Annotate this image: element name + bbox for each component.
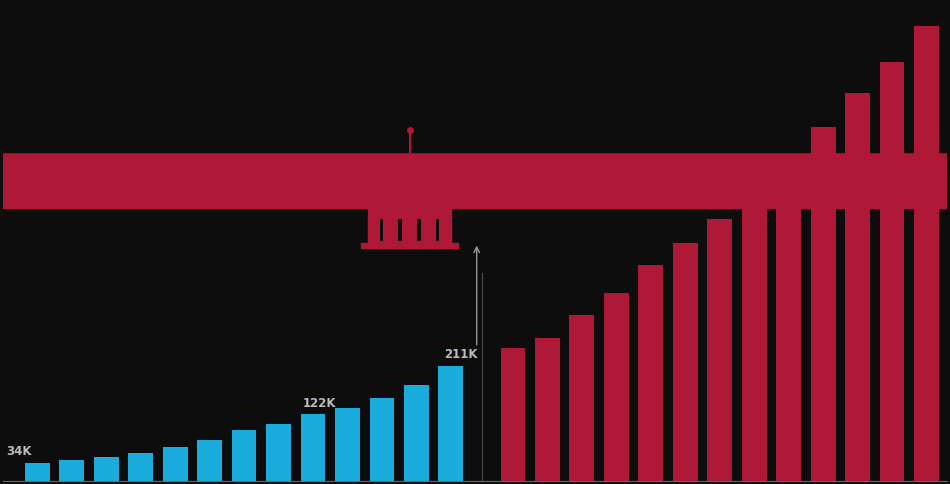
Bar: [439, 366, 464, 481]
Bar: [914, 26, 939, 481]
Text: 122K: 122K: [303, 397, 336, 410]
Bar: [370, 397, 394, 481]
Bar: [232, 430, 256, 481]
Bar: [25, 463, 49, 481]
Bar: [266, 424, 291, 481]
Bar: [128, 454, 153, 481]
Bar: [638, 265, 663, 481]
Bar: [501, 348, 525, 481]
Bar: [569, 316, 595, 481]
Text: 34K: 34K: [7, 445, 31, 458]
Bar: [846, 93, 870, 481]
FancyBboxPatch shape: [361, 243, 458, 248]
Bar: [380, 219, 384, 241]
Bar: [742, 197, 767, 481]
Bar: [810, 127, 836, 481]
Bar: [708, 219, 732, 481]
Bar: [417, 219, 421, 241]
Bar: [162, 447, 187, 481]
Bar: [335, 408, 360, 481]
Bar: [300, 414, 326, 481]
Bar: [198, 439, 222, 481]
Bar: [59, 460, 85, 481]
Bar: [398, 219, 402, 241]
Bar: [604, 292, 629, 481]
Bar: [404, 385, 428, 481]
Bar: [94, 457, 119, 481]
FancyBboxPatch shape: [369, 209, 450, 243]
Bar: [535, 338, 560, 481]
Wedge shape: [0, 154, 950, 209]
Text: 211K: 211K: [444, 348, 478, 361]
Bar: [436, 219, 439, 241]
Bar: [673, 243, 697, 481]
Bar: [880, 62, 904, 481]
Bar: [776, 168, 801, 481]
